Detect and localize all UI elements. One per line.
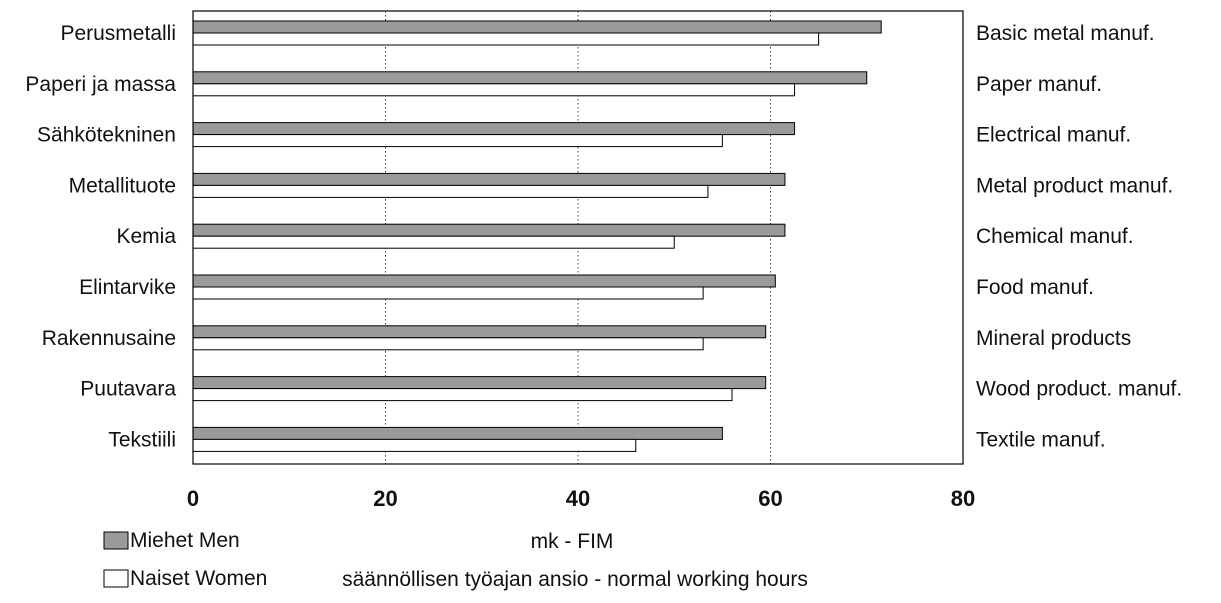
bar-men: [192, 325, 767, 339]
bar-men: [192, 122, 796, 136]
category-label: Paperi ja massa: [25, 73, 176, 96]
bar-women: [192, 286, 704, 300]
category-label: Elintarvike: [79, 276, 176, 299]
bars: [192, 20, 882, 452]
bar-women: [192, 134, 723, 148]
category-label: Sähkötekninen: [37, 124, 176, 147]
category-label-english: Basic metal manuf.: [976, 22, 1155, 45]
legend-label-women: Naiset Women: [130, 567, 267, 590]
x-tick-label: 80: [951, 486, 975, 511]
category-label: Metallituote: [69, 174, 176, 197]
legend-swatch-women: [103, 569, 129, 588]
category-label-english: Chemical manuf.: [976, 225, 1134, 248]
category-label-english: Paper manuf.: [976, 73, 1102, 96]
bar-women: [192, 83, 796, 97]
x-tick-label: 20: [373, 486, 397, 511]
x-tick-labels: 0 20 40 60 80: [187, 486, 975, 511]
bar-women: [192, 438, 637, 452]
bar-men: [192, 376, 767, 390]
bar-men: [192, 20, 882, 34]
category-label: Kemia: [116, 225, 176, 248]
category-label-english: Textile manuf.: [976, 428, 1106, 451]
legend-label-men: Miehet Men: [130, 529, 240, 552]
category-label: Puutavara: [80, 378, 176, 401]
bar-women: [192, 388, 733, 402]
right-category-labels: Basic metal manuf. Paper manuf. Electrical…: [976, 22, 1182, 451]
bar-men: [192, 172, 786, 186]
category-label-english: Electrical manuf.: [976, 124, 1131, 147]
category-label-english: Food manuf.: [976, 276, 1094, 299]
legend: Miehet Men Naiset Women: [103, 529, 267, 590]
bar-men: [192, 223, 786, 237]
category-label: Perusmetalli: [60, 22, 176, 45]
left-category-labels: Perusmetalli Paperi ja massa Sähkötekninen…: [25, 22, 176, 451]
bar-men: [192, 274, 776, 288]
category-label-english: Wood product. manuf.: [976, 378, 1182, 401]
x-tick-label: 60: [758, 486, 782, 511]
bar-women: [192, 337, 704, 351]
bar-men: [192, 426, 723, 440]
bar-women: [192, 235, 675, 249]
bar-men: [192, 71, 868, 85]
x-tick-label: 0: [187, 486, 199, 511]
x-tick-label: 40: [566, 486, 590, 511]
category-label: Rakennusaine: [42, 327, 176, 350]
x-axis-title: mk - FIM: [531, 530, 614, 553]
chart-subtitle: säännöllisen työajan ansio - normal work…: [342, 568, 808, 591]
category-label-english: Metal product manuf.: [976, 174, 1173, 197]
category-label-english: Mineral products: [976, 327, 1131, 350]
bar-women: [192, 184, 709, 198]
legend-swatch-men: [103, 531, 129, 550]
bar-women: [192, 32, 820, 46]
plot-frame: [192, 10, 964, 465]
category-label: Tekstiili: [108, 428, 176, 451]
